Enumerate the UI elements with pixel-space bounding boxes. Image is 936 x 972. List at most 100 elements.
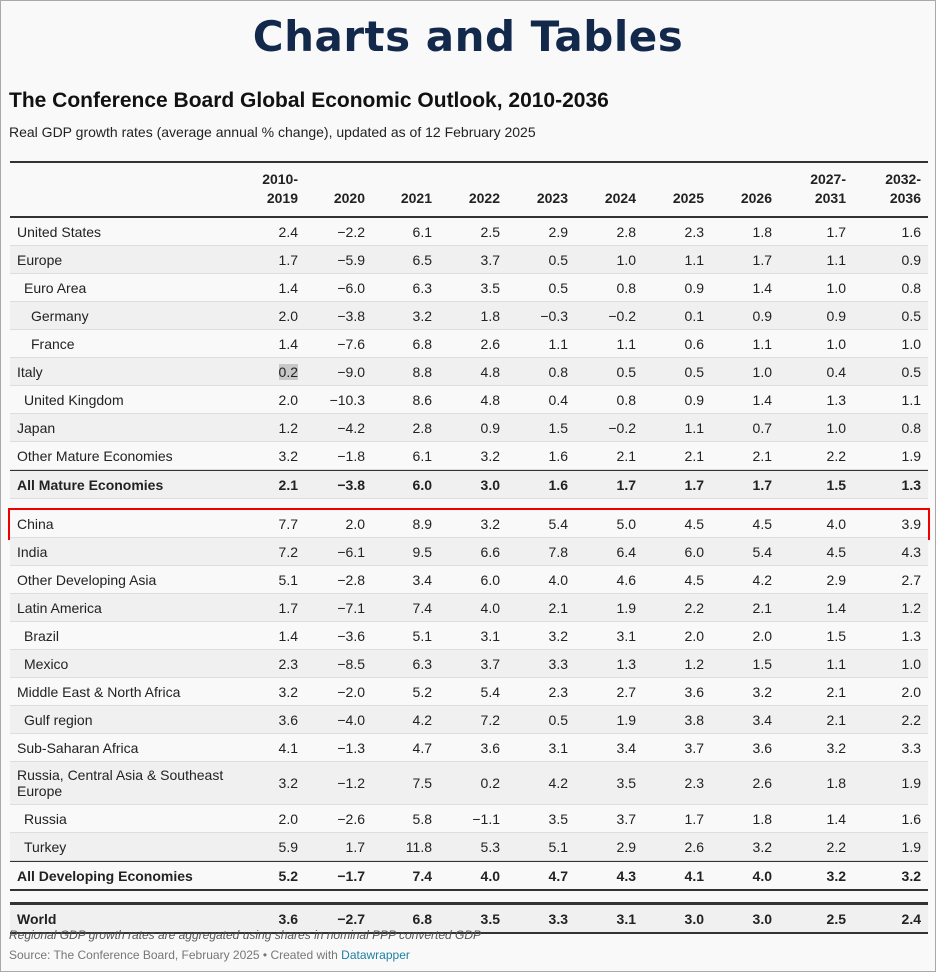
table-cell: 1.6: [548, 447, 568, 464]
table-row: China 7.7 2.0 8.9 3.2 5.4 5.0 4.5 4.5 4.0 3.9: [8, 508, 930, 540]
table-header: 2010- 2019 2020 2021 2022 2023 2024 2025 …: [10, 163, 928, 218]
table-cell: 1.4: [278, 627, 298, 644]
table-cell: −2.6: [337, 810, 365, 827]
table-cell: 1.5: [826, 627, 846, 644]
table-cell: 4.7: [548, 867, 568, 884]
table-cell: 2.0: [278, 307, 298, 324]
row-label: Germany: [31, 307, 89, 324]
column-header: 2027- 2031: [810, 170, 846, 208]
table-row: Italy 0.2 −9.0 8.8 4.8 0.8 0.5 0.5 1.0 0.4 0.5: [10, 358, 928, 386]
table-cell: 0.8: [901, 419, 921, 436]
row-label: Sub-Saharan Africa: [17, 739, 139, 756]
row-label: Brazil: [24, 627, 60, 644]
table-cell: 5.2: [278, 867, 298, 884]
table-cell: 4.8: [480, 391, 500, 408]
table-cell: 7.2: [278, 543, 298, 560]
table-cell: 3.5: [616, 775, 636, 791]
table-cell: 0.4: [548, 391, 568, 408]
row-label: India: [17, 543, 48, 560]
table-cell: 1.0: [752, 363, 772, 380]
table-cell: 5.9: [278, 838, 298, 855]
table-row: All Developing Economies 5.2 −1.7 7.4 4.0 4.7…: [10, 861, 928, 891]
table-cell: −4.2: [337, 419, 365, 436]
table-cell: 4.7: [412, 739, 432, 756]
table-cell: 0.8: [616, 279, 636, 296]
table-cell: 1.9: [901, 775, 921, 791]
table-cell: 1.2: [901, 599, 921, 616]
table-cell: −1.3: [337, 739, 365, 756]
table-cell: 2.1: [278, 476, 298, 493]
table-cell: −6.0: [337, 279, 365, 296]
table-cell: 7.4: [412, 867, 432, 884]
column-header-line2: 2036: [889, 190, 921, 206]
row-label: Russia, Central Asia & Southeast Europe: [17, 767, 224, 799]
table-cell: 1.8: [480, 307, 500, 324]
table-cell: 1.0: [826, 419, 846, 436]
column-header-line1: [401, 170, 432, 189]
table-cell: 1.9: [901, 838, 921, 855]
table-cell: 3.0: [684, 910, 704, 927]
table-cell: 1.0: [901, 335, 921, 352]
table-cell: 4.1: [684, 867, 704, 884]
column-header-line2: 2031: [814, 190, 846, 206]
table-cell: 1.7: [752, 476, 772, 493]
table-cell: 2.1: [826, 683, 846, 700]
table-cell: 6.3: [412, 655, 432, 672]
table-cell: 4.3: [901, 543, 921, 560]
table-cell: 3.2: [752, 838, 772, 855]
row-label: Euro Area: [24, 279, 87, 296]
table-cell: 4.1: [278, 739, 298, 756]
table-cell: 0.5: [684, 363, 704, 380]
column-header-line1: [741, 170, 772, 189]
table-cell: 3.2: [826, 867, 846, 884]
table-cell: 6.4: [616, 543, 636, 560]
table-cell: 3.0: [480, 476, 500, 493]
table-row: India 7.2 −6.1 9.5 6.6 7.8 6.4 6.0 5.4 4.5 4.3: [10, 538, 928, 566]
table-row: France 1.4 −7.6 6.8 2.6 1.1 1.1 0.6 1.1 1.0 1.0: [10, 330, 928, 358]
column-header-line1: 2010-: [262, 171, 298, 187]
source-text: Source: The Conference Board, February 2…: [9, 948, 342, 962]
column-header: 2021: [401, 170, 432, 208]
row-label: Turkey: [24, 838, 67, 855]
table-cell: 0.9: [684, 391, 704, 408]
table-cell: 1.9: [616, 711, 636, 728]
table-cell: −3.8: [337, 476, 365, 493]
column-header-line2: 2026: [740, 190, 772, 206]
table-cell: 3.5: [548, 810, 568, 827]
table-cell: 7.4: [412, 599, 432, 616]
table-cell: 4.8: [480, 363, 500, 380]
table-cell: 6.5: [412, 251, 432, 268]
column-header-line1: [469, 170, 500, 189]
table-cell: 1.7: [616, 476, 636, 493]
column-header-line1: [537, 170, 568, 189]
table-cell: 3.2: [278, 775, 298, 791]
table-cell: 2.4: [901, 910, 921, 927]
table-cell: 0.5: [548, 711, 568, 728]
table-cell: 3.1: [616, 910, 636, 927]
table-cell: 1.1: [826, 251, 846, 268]
datawrapper-link[interactable]: Datawrapper: [341, 948, 410, 962]
table-row: Europe 1.7 −5.9 6.5 3.7 0.5 1.0 1.1 1.7 1.1 0.9: [10, 246, 928, 274]
table-cell: 3.5: [480, 910, 500, 927]
table-cell: 1.7: [752, 251, 772, 268]
row-label: United Kingdom: [24, 391, 124, 408]
table-cell: 1.4: [826, 599, 846, 616]
column-header-line1: 2032-: [885, 171, 921, 187]
table-cell: 1.7: [278, 251, 298, 268]
table-cell: 1.4: [278, 335, 298, 352]
table-cell: 0.9: [826, 307, 846, 324]
table-cell: 0.5: [616, 363, 636, 380]
table-row: Gulf region 3.6 −4.0 4.2 7.2 0.5 1.9 3.8 3.4 2.1 2…: [10, 706, 928, 734]
table-cell: 6.1: [412, 447, 432, 464]
table-cell: 3.2: [278, 683, 298, 700]
table-cell: 3.7: [616, 810, 636, 827]
table-cell: 1.5: [548, 419, 568, 436]
table-cell: 6.0: [684, 543, 704, 560]
table-cell: 3.6: [752, 739, 772, 756]
table-cell: −3.8: [337, 307, 365, 324]
footnote: Regional GDP growth rates are aggregated…: [9, 928, 482, 942]
table-cell: 2.2: [826, 447, 846, 464]
table-row: All Mature Economies 2.1 −3.8 6.0 3.0 1.6 1.7 1…: [10, 470, 928, 499]
table-cell: 6.3: [412, 279, 432, 296]
table-cell: 1.4: [826, 810, 846, 827]
